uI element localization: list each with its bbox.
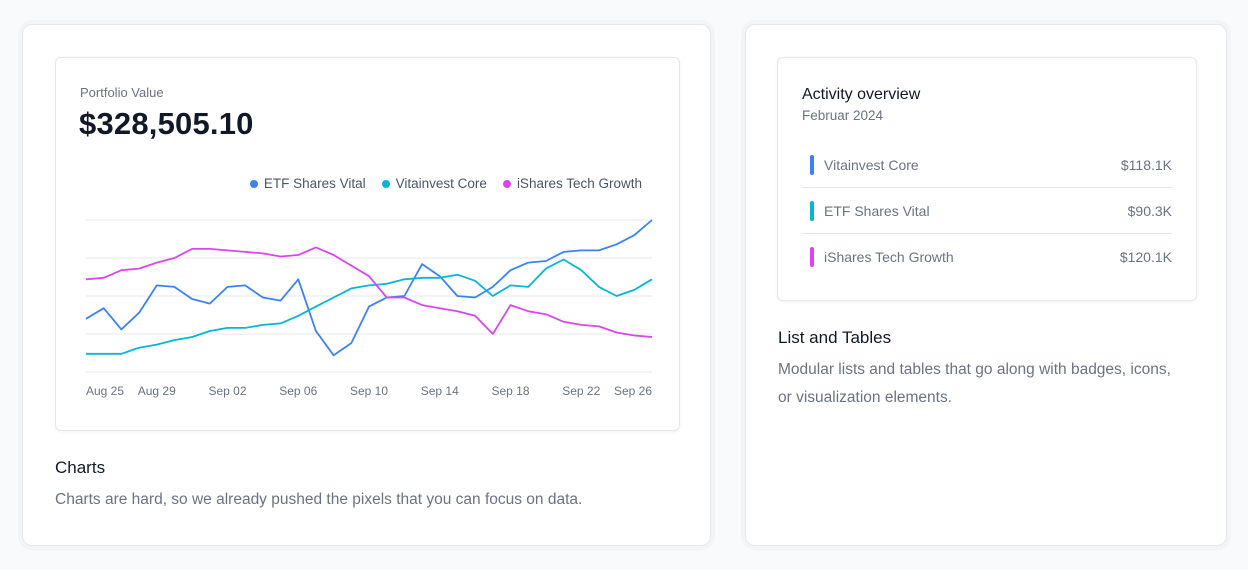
- charts-title: Charts: [55, 458, 106, 477]
- list-item-name: ETF Shares Vital: [824, 202, 930, 219]
- list-item[interactable]: ETF Shares Vital $90.3K: [802, 188, 1172, 234]
- legend-label: Vitainvest Core: [395, 176, 487, 191]
- portfolio-value-label: Portfolio Value: [80, 85, 164, 100]
- list-item-amount: $118.1K: [1120, 156, 1172, 173]
- portfolio-value: $328,505.10: [79, 106, 254, 141]
- x-tick-label: Sep 14: [421, 384, 459, 398]
- lists-feature-card: Activity overview Februar 2024 Vitainves…: [745, 24, 1227, 546]
- series-line-etf-shares-vital[interactable]: [85, 219, 653, 357]
- series-line-vitainvest-core[interactable]: [86, 258, 653, 355]
- lists-description: Modular lists and tables that go along w…: [778, 361, 1171, 406]
- x-tick-label: Sep 10: [350, 384, 388, 398]
- x-tick-label: Sep 02: [208, 384, 246, 398]
- x-tick-label: Sep 22: [562, 384, 600, 398]
- legend-dot-icon: [249, 179, 258, 188]
- legend-label: iShares Tech Growth: [516, 176, 642, 191]
- line-chart[interactable]: Aug 25 Aug 29 Sep 02 Sep 06 Sep 10 Sep 14 Sep …: [56, 58, 679, 430]
- list-item-name: iShares Tech Growth: [824, 248, 954, 265]
- legend-item-ishares-tech-growth[interactable]: iShares Tech Growth: [502, 176, 642, 191]
- list-item-name: Vitainvest Core: [824, 156, 919, 173]
- color-bar-icon: [810, 200, 814, 221]
- legend-label: ETF Shares Vital: [263, 176, 366, 191]
- portfolio-chart-panel: Portfolio Value $328,505.10 ETF Shares V…: [55, 57, 680, 431]
- color-bar-icon: [810, 246, 814, 267]
- list-item-amount: $90.3K: [1127, 202, 1172, 219]
- legend-item-etf-shares-vital[interactable]: ETF Shares Vital: [249, 176, 366, 191]
- lists-title: List and Tables: [778, 328, 892, 347]
- x-tick-label: Aug 25: [86, 384, 124, 398]
- activity-subtitle: Februar 2024: [802, 108, 884, 123]
- charts-feature-card: Portfolio Value $328,505.10 ETF Shares V…: [22, 24, 711, 546]
- charts-description: Charts are hard, so we already pushed th…: [55, 491, 583, 508]
- list-item[interactable]: Vitainvest Core $118.1K: [802, 142, 1172, 188]
- x-tick-label: Aug 29: [138, 384, 176, 398]
- legend-item-vitainvest-core[interactable]: Vitainvest Core: [381, 176, 487, 191]
- x-tick-label: Sep 26: [614, 384, 652, 398]
- activity-overview-panel: Activity overview Februar 2024 Vitainves…: [777, 57, 1197, 301]
- series-line-ishares-tech-growth[interactable]: [85, 246, 653, 338]
- legend-dot-icon: [381, 179, 390, 188]
- color-bar-icon: [810, 154, 814, 175]
- legend-dot-icon: [502, 179, 511, 188]
- x-tick-label: Sep 18: [491, 384, 529, 398]
- x-tick-label: Sep 06: [279, 384, 317, 398]
- activity-title: Activity overview: [802, 86, 921, 103]
- list-item-amount: $120.1K: [1119, 248, 1172, 265]
- chart-legend: ETF Shares Vital Vitainvest Core iShares…: [249, 176, 642, 191]
- list-item[interactable]: iShares Tech Growth $120.1K: [802, 234, 1172, 279]
- activity-list: Vitainvest Core $118.1K ETF Shares Vital…: [802, 142, 1172, 279]
